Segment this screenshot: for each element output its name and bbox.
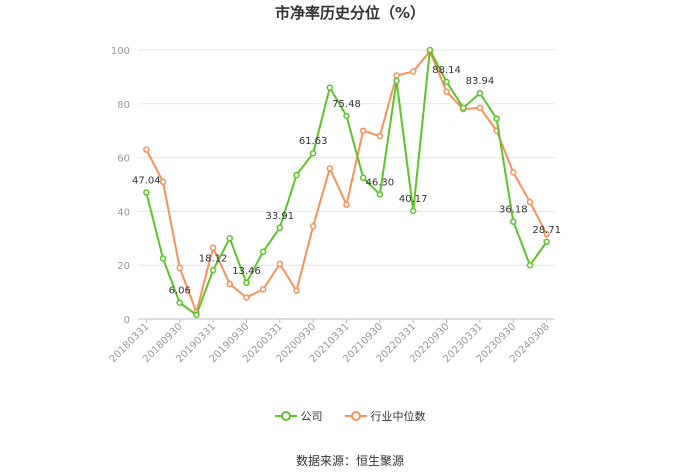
point-s0-2 [176,299,183,306]
data-label-0: 47.04 [132,175,161,186]
point-s0-16 [409,207,417,215]
point-s1-22 [510,169,517,176]
y-tick-label-40: 40 [117,207,130,218]
point-s1-24 [543,231,550,238]
data-label-10: 61.63 [299,136,328,147]
point-s0-5 [226,235,233,242]
point-s0-13 [359,174,367,182]
point-s1-23 [526,198,534,206]
point-s1-20 [476,104,484,112]
point-s1-1 [159,178,167,186]
series-line-1 [145,49,548,316]
point-s0-17 [426,46,434,54]
point-s0-4 [209,267,217,274]
y-tick-label-20: 20 [117,261,130,272]
point-s1-7 [259,286,267,293]
source-text: 数据来源：恒生聚源 [295,454,404,468]
data-label-6: 13.46 [232,266,261,277]
point-s1-16 [409,68,417,75]
point-s1-18 [443,88,450,95]
legend-marker-company [274,411,297,421]
point-s0-21 [493,115,500,122]
point-s0-14 [376,191,384,198]
point-s0-12 [343,112,350,120]
point-s1-11 [326,165,334,172]
point-s1-8 [276,260,284,268]
point-s1-6 [243,294,250,301]
point-s0-18 [443,78,450,86]
legend-label-industry-median: 行业中位数 [370,410,426,423]
point-s1-12 [343,201,350,208]
point-s0-11 [326,84,334,91]
point-s1-14 [376,132,384,140]
y-tick-label-60: 60 [117,154,130,165]
data-label-2: 6.06 [169,286,191,297]
legend-item-industry-median[interactable]: 行业中位数 [344,408,426,424]
data-label-24: 28.71 [532,225,561,236]
legend-label-company: 公司 [300,410,323,423]
point-s0-20 [476,89,484,97]
legend-marker-industry-median [344,411,367,421]
point-s1-2 [176,264,183,272]
point-s0-22 [510,218,517,225]
point-s0-3 [193,311,200,319]
y-tick-label-80: 80 [117,100,130,111]
data-label-14: 46.30 [366,177,395,188]
point-s0-19 [460,104,467,112]
point-s0-7 [259,248,267,255]
point-s0-24 [543,238,550,246]
data-label-12: 75.48 [332,99,361,110]
point-s0-1 [159,255,167,262]
chart-title: 市净率历史分位（%） [274,4,426,22]
point-s1-9 [293,287,300,295]
y-tick-label-100: 100 [111,46,130,57]
point-s0-23 [526,261,534,269]
point-s0-15 [393,77,400,85]
data-label-18: 88.14 [432,65,461,76]
legend: 公司 行业中位数 [0,408,700,424]
point-s0-9 [293,171,300,179]
data-label-22: 36.18 [499,205,528,216]
point-s0-8 [276,224,284,232]
data-label-8: 33.91 [265,211,294,222]
point-s1-15 [393,72,400,79]
point-s0-0 [143,189,150,196]
point-s1-0 [143,146,150,153]
point-s1-13 [359,127,367,134]
point-s1-10 [309,222,317,230]
point-s1-5 [226,280,233,288]
point-s0-10 [309,149,317,157]
line-chart: 0204060801002018033120180930201903312019… [108,46,561,365]
y-tick-label-0: 0 [124,315,130,326]
data-label-16: 40.17 [399,194,428,205]
point-s0-6 [243,279,250,287]
legend-item-company[interactable]: 公司 [274,408,323,424]
data-label-4: 18.12 [199,253,228,264]
point-s1-4 [209,244,217,251]
data-label-20: 83.94 [466,76,495,87]
